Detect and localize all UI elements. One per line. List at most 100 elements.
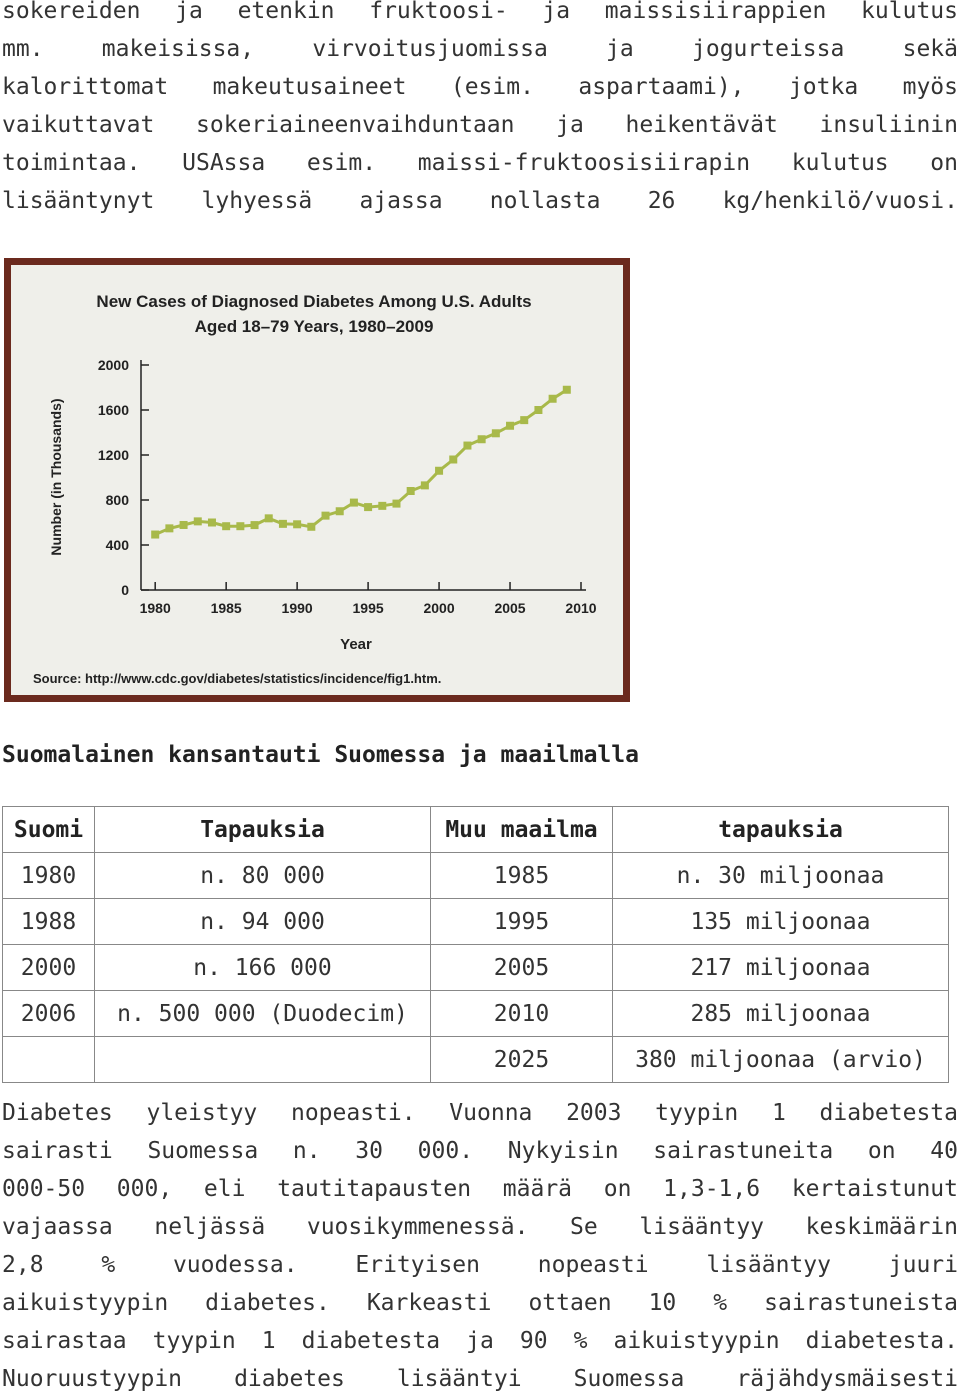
x-tick-label: 1985 <box>211 600 242 616</box>
data-point <box>193 517 202 526</box>
table-cell: 285 miljoonaa <box>612 990 949 1037</box>
data-point <box>477 435 486 444</box>
data-point <box>378 501 387 510</box>
data-point <box>449 455 458 464</box>
text-line: toimintaa. USAssa esim. maissi-fruktoosi… <box>2 150 958 176</box>
diabetes-chart-figure: New Cases of Diagnosed Diabetes Among U.… <box>4 258 630 702</box>
chart-marks <box>151 385 571 539</box>
data-point <box>236 522 245 531</box>
table-cell <box>94 1036 431 1083</box>
data-point <box>435 466 444 475</box>
data-point <box>406 487 415 495</box>
data-point <box>222 522 231 531</box>
table-cell: 2000 <box>2 944 95 991</box>
y-tick-label: 800 <box>106 492 130 508</box>
y-axis-label: Number (in Thousands) <box>48 398 64 555</box>
x-tick-label: 2010 <box>565 600 596 616</box>
table-cell: n. 30 miljoonaa <box>612 852 949 899</box>
table-cell: 380 miljoonaa (arvio) <box>612 1036 949 1083</box>
x-axis-label: Year <box>340 636 372 653</box>
x-tick-label: 1980 <box>140 600 171 616</box>
table-cell: 135 miljoonaa <box>612 898 949 945</box>
text-line: vajaassa neljässä vuosikymmenessä. Se li… <box>2 1214 958 1240</box>
series-line <box>154 388 568 536</box>
diabetes-line-chart: New Cases of Diagnosed Diabetes Among U.… <box>33 292 597 686</box>
data-point <box>364 503 373 512</box>
chart-source: Source: http://www.cdc.gov/diabetes/stat… <box>33 671 441 686</box>
table-cell: 1980 <box>2 852 95 899</box>
text-line: sairastaa tyypin 1 diabetesta ja 90 % ai… <box>2 1328 958 1354</box>
text-line: sairasti Suomessa n. 30 000. Nykyisin sa… <box>2 1138 958 1164</box>
y-tick-label: 0 <box>121 582 129 598</box>
column-header: Muu maailma <box>430 806 613 853</box>
data-point <box>392 499 401 508</box>
chart-axes: 0 400 800 1200 1600 2000 1980 1985 1990 1995 2000 2… <box>98 357 597 616</box>
data-point <box>349 498 358 507</box>
text-line: 2,8 % vuodessa. Erityisen nopeasti lisää… <box>2 1252 958 1278</box>
text-line: vaikuttavat sokeriaineenvaihduntaan ja h… <box>2 112 958 138</box>
data-point <box>250 521 259 530</box>
section-heading: Suomalainen kansantauti Suomessa ja maai… <box>2 742 639 768</box>
data-point <box>520 416 529 425</box>
table-cell: 2005 <box>430 944 613 991</box>
data-point <box>335 507 344 516</box>
table-row: 2000 n. 166 000 2005 217 miljoonaa <box>2 944 949 991</box>
column-header: Tapauksia <box>94 806 431 853</box>
text-line: Diabetes yleistyy nopeasti. Vuonna 2003 … <box>2 1100 958 1126</box>
y-tick-label: 1200 <box>98 447 129 463</box>
table-cell <box>2 1036 95 1083</box>
x-tick-label: 2005 <box>494 600 525 616</box>
table-cell: n. 94 000 <box>94 898 431 945</box>
data-point <box>207 518 216 527</box>
data-point <box>420 481 429 490</box>
table-row: 2025 380 miljoonaa (arvio) <box>2 1036 949 1083</box>
table-cell: 1995 <box>430 898 613 945</box>
data-point <box>278 519 287 528</box>
table-cell: 2006 <box>2 990 95 1037</box>
outro-paragraph: Diabetes yleistyy nopeasti. Vuonna 2003 … <box>2 1094 958 1398</box>
chart-title-line1: New Cases of Diagnosed Diabetes Among U.… <box>96 292 531 311</box>
data-point <box>293 520 302 529</box>
table-cell: 1985 <box>430 852 613 899</box>
incidence-table: Suomi Tapauksia Muu maailma tapauksia 19… <box>2 806 949 1083</box>
text-line: 000-50 000, eli tautitapausten määrä on … <box>2 1176 958 1202</box>
data-point <box>307 522 316 531</box>
table-cell: 217 miljoonaa <box>612 944 949 991</box>
table-cell: n. 166 000 <box>94 944 431 991</box>
data-point <box>463 441 472 450</box>
table-row: 1988 n. 94 000 1995 135 miljoonaa <box>2 898 949 945</box>
x-tick-label: 1995 <box>353 600 384 616</box>
text-line: mm. makeisissa, virvoitusjuomissa ja jog… <box>2 36 958 62</box>
x-tick-label: 1990 <box>282 600 313 616</box>
intro-paragraph: sokereiden ja etenkin fruktoosi- ja mais… <box>2 0 958 220</box>
table-row: 1980 n. 80 000 1985 n. 30 miljoonaa <box>2 852 949 899</box>
text-line: aikuistyypin diabetes. Karkeasti ottaen … <box>2 1290 958 1316</box>
y-tick-label: 1600 <box>98 402 129 418</box>
text-line: Nuoruustyypin diabetes lisääntyi Suomess… <box>2 1366 958 1392</box>
column-header: tapauksia <box>612 806 949 853</box>
table-header-row: Suomi Tapauksia Muu maailma tapauksia <box>2 806 949 853</box>
data-point <box>264 514 273 523</box>
table-cell: n. 80 000 <box>94 852 431 899</box>
table-cell: n. 500 000 (Duodecim) <box>94 990 431 1037</box>
x-tick-label: 2000 <box>423 600 454 616</box>
column-header: Suomi <box>2 806 95 853</box>
data-point <box>165 524 174 533</box>
data-point <box>506 421 515 430</box>
table-cell: 1988 <box>2 898 95 945</box>
table-cell: 2010 <box>430 990 613 1037</box>
y-tick-label: 2000 <box>98 357 129 373</box>
data-point <box>179 520 188 529</box>
text-line: lisääntynyt lyhyessä ajassa nollasta 26 … <box>2 188 958 214</box>
text-line: kalorittomat makeutusaineet (esim. aspar… <box>2 74 958 100</box>
data-point <box>548 394 557 403</box>
chart-title-line2: Aged 18–79 Years, 1980–2009 <box>195 317 434 336</box>
text-line: sokereiden ja etenkin fruktoosi- ja mais… <box>2 0 958 24</box>
y-tick-label: 400 <box>106 537 130 553</box>
data-point <box>321 511 330 520</box>
table-row: 2006 n. 500 000 (Duodecim) 2010 285 milj… <box>2 990 949 1037</box>
data-point <box>491 429 500 438</box>
data-point <box>534 406 543 414</box>
table-cell: 2025 <box>430 1036 613 1083</box>
data-point <box>151 530 160 539</box>
